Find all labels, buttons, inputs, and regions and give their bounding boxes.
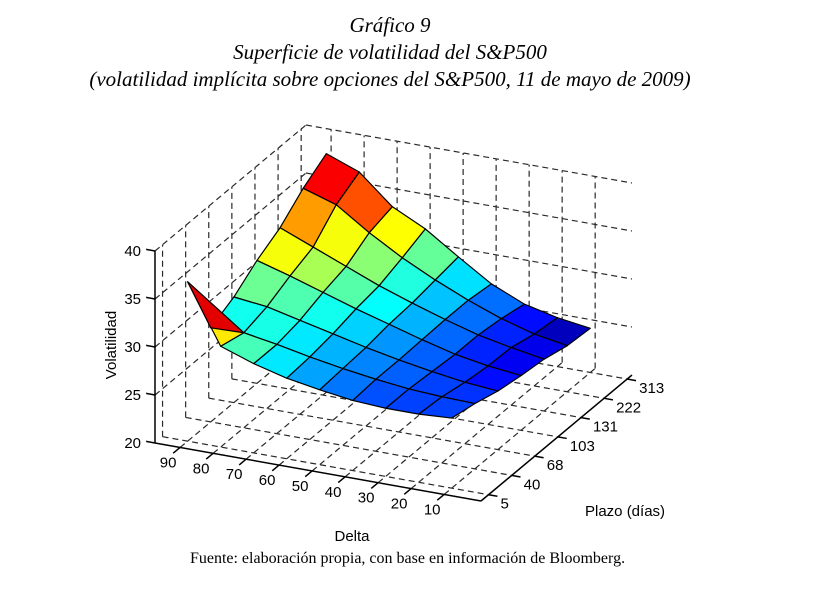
axis-text: 20 25 30 35 40 90 80 70 60 50 40 30 20 10 5 40 68 103 131 2… bbox=[103, 243, 665, 545]
tick-label: 30 bbox=[358, 490, 375, 507]
tick-label: 80 bbox=[193, 460, 210, 477]
tick-label: 40 bbox=[124, 243, 141, 260]
y-axis-label: Plazo (días) bbox=[585, 503, 665, 520]
x-axis-label: Delta bbox=[334, 528, 370, 545]
tick-label: 313 bbox=[639, 380, 664, 397]
chart-title: Superficie de volatilidad del S&P500 bbox=[233, 40, 547, 64]
surface-face bbox=[187, 281, 245, 334]
tick-label: 40 bbox=[325, 484, 342, 501]
source-note: Fuente: elaboración propia, con base en … bbox=[189, 550, 626, 567]
tick-label: 60 bbox=[259, 472, 276, 489]
chart-number: Gráfico 9 bbox=[349, 13, 431, 37]
tick-label: 35 bbox=[124, 291, 141, 308]
tick-label: 103 bbox=[570, 438, 595, 455]
tick-label: 222 bbox=[616, 399, 641, 416]
chart-title-block: Gráfico 9 Superficie de volatilidad del … bbox=[0, 12, 780, 93]
tick-label: 20 bbox=[124, 435, 141, 452]
tick-label: 131 bbox=[593, 419, 618, 436]
tick-label: 70 bbox=[226, 466, 243, 483]
tick-label: 30 bbox=[124, 339, 141, 356]
tick-label: 20 bbox=[391, 496, 408, 513]
tick-label: 5 bbox=[501, 496, 509, 513]
axis-lines bbox=[146, 248, 637, 502]
chart-subtitle: (volatilidad implícita sobre opciones de… bbox=[89, 67, 691, 91]
tick-label: 90 bbox=[160, 454, 177, 471]
tick-label: 68 bbox=[547, 457, 564, 474]
tick-label: 50 bbox=[292, 478, 309, 495]
tick-label: 25 bbox=[124, 387, 141, 404]
tick-label: 10 bbox=[424, 501, 441, 518]
surface-mesh bbox=[187, 153, 591, 419]
tick-label: 40 bbox=[524, 476, 541, 493]
z-axis-label: Volatilidad bbox=[103, 311, 120, 379]
